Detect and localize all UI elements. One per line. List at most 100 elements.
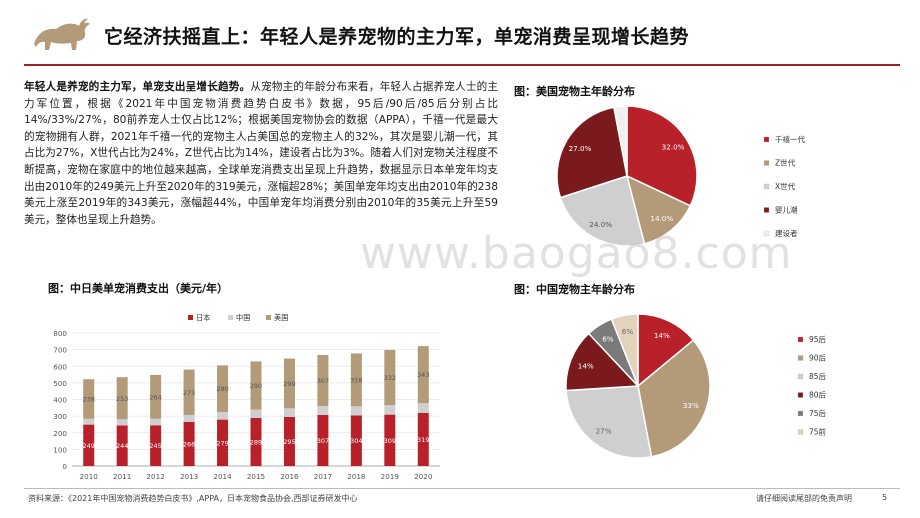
legend-label: 90后 [809, 353, 827, 363]
bar-中国-2017 [317, 405, 329, 415]
bar-data-label: 343 [417, 371, 429, 379]
pet-spend-bar-chart: 0 100 200 300 400 500 600 700 800 249 238 2010 244 25… [53, 313, 440, 481]
pie-label: 32.0% [662, 143, 685, 152]
bar-中国-2014 [217, 411, 229, 420]
footer-source: 资料来源：《2021年中国宠物消费趋势白皮书》,APPA，日本宠物食品协会,西部… [28, 494, 358, 503]
pie-slice-85后 [565, 385, 653, 459]
x-tick-label: 2018 [347, 472, 366, 481]
y-tick-label: 200 [53, 429, 67, 438]
legend-swatch [797, 355, 804, 361]
bar-美国-2012 [150, 374, 162, 419]
bar-日本-2017 [317, 414, 329, 466]
x-tick-label: 2017 [314, 472, 332, 481]
bar-data-label: 244 [116, 442, 128, 450]
pie-slice-X世代 [559, 175, 646, 247]
bar-chart-title: 图：中日美单宠消费支出（美元/年） [48, 282, 229, 295]
bar-data-label: 290 [250, 382, 262, 390]
y-tick-label: 100 [53, 445, 67, 454]
x-tick-label: 2019 [381, 472, 400, 481]
legend-label: 千禧一代 [775, 134, 805, 144]
bar-data-label: 264 [149, 393, 161, 401]
pie-slice-Z世代 [625, 174, 692, 245]
legend-label: 85后 [809, 371, 827, 381]
body-text: 从宠物主的年龄分布来看，年轻人占据养宠人士的主力军位置，根据《2021年中国宠物… [24, 81, 499, 226]
bar-美国-2015 [250, 361, 262, 410]
bar-日本-2011 [116, 425, 128, 466]
bar-data-label: 307 [317, 437, 329, 445]
bar-data-label: 299 [283, 380, 295, 388]
legend-label: 75后 [809, 408, 827, 418]
bar-data-label: 238 [83, 396, 95, 404]
bar-中国-2015 [250, 409, 262, 418]
pie-label: 14.0% [650, 214, 673, 223]
bar-美国-2020 [417, 346, 429, 404]
bar-日本-2013 [183, 421, 195, 466]
bar-中国-2010 [83, 418, 95, 425]
footer-disclaimer: 请仔细阅读尾部的免责声明 [756, 494, 852, 503]
bar-美国-2013 [183, 369, 195, 415]
legend-swatch [763, 160, 770, 166]
bar-中国-2019 [384, 405, 396, 415]
slide-header: 它经济扶摇直上：年轻人是养宠物的主力军，单宠消费呈现增长趋势 [0, 0, 920, 62]
legend-label: 日本 [196, 313, 210, 322]
pie-label: 27% [596, 426, 612, 435]
x-tick-label: 2015 [247, 472, 265, 481]
bar-data-label: 304 [350, 437, 362, 445]
x-tick-label: 2011 [113, 472, 131, 481]
bar-美国-2010 [83, 379, 95, 419]
pie-slice-千禧一代 [626, 105, 698, 207]
pie-slice-75前 [610, 313, 639, 387]
bar-data-label: 332 [384, 374, 396, 382]
bar-美国-2016 [283, 358, 295, 409]
bar-美国-2017 [317, 354, 329, 406]
bar-data-label: 289 [250, 438, 262, 446]
lead-sentence: 年轻人是养宠的主力军，单宠支出呈增长趋势。 [24, 81, 251, 93]
bar-日本-2018 [350, 415, 362, 466]
legend-label: 75前 [809, 427, 827, 437]
bar-日本-2020 [417, 412, 429, 466]
bar-data-label: 309 [384, 437, 396, 445]
bull-logo-icon [34, 18, 90, 50]
y-tick-label: 300 [53, 412, 67, 421]
legend-label: 婴儿潮 [775, 205, 798, 215]
bar-data-label: 295 [283, 438, 295, 446]
bar-data-label: 280 [216, 385, 228, 393]
watermark: www.baogao8.com [360, 228, 793, 279]
bar-美国-2014 [217, 365, 229, 412]
bar-中国-2013 [183, 414, 195, 422]
bar-data-label: 318 [350, 376, 362, 384]
bar-中国-2020 [417, 403, 429, 413]
legend-swatch [797, 429, 804, 435]
y-tick-label: 600 [53, 362, 67, 371]
bar-美国-2018 [350, 353, 362, 407]
legend-label: 美国 [274, 313, 288, 322]
legend-label: Z世代 [775, 158, 796, 168]
x-tick-label: 2016 [280, 472, 299, 481]
legend-swatch [763, 136, 770, 143]
legend-swatch [228, 315, 233, 320]
footer-divider [24, 488, 900, 489]
legend-label: 中国 [236, 313, 250, 322]
legend-swatch [763, 207, 770, 213]
y-tick-label: 400 [53, 396, 67, 405]
bar-中国-2012 [150, 418, 162, 426]
legend-label: 80后 [809, 390, 827, 400]
pie-slice-80后 [565, 332, 640, 392]
cn-pie-title: 图：中国宠物主年龄分布 [514, 283, 635, 296]
bar-日本-2010 [83, 424, 95, 466]
bar-data-label: 273 [183, 389, 195, 397]
pie-slice-90后 [637, 339, 711, 458]
x-tick-label: 2014 [213, 472, 232, 481]
pie-label: 14% [578, 361, 594, 370]
x-tick-label: 2012 [146, 472, 164, 481]
pie-slice-95后 [637, 313, 695, 388]
bar-中国-2018 [350, 406, 362, 416]
bar-日本-2016 [283, 416, 295, 466]
legend-label: X世代 [775, 181, 796, 191]
legend-label: 95后 [809, 334, 827, 344]
page-number: 5 [882, 493, 888, 502]
y-tick-label: 500 [53, 379, 67, 388]
bar-data-label: 279 [216, 439, 228, 447]
pie-label: 27.0% [569, 144, 592, 153]
bar-日本-2014 [217, 419, 229, 466]
